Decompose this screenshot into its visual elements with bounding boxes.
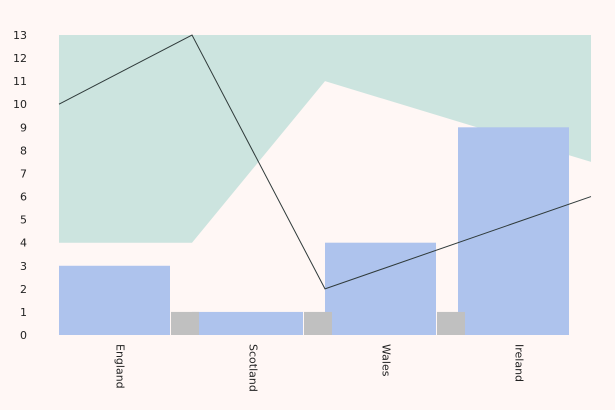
y-tick-label: 12 <box>13 52 27 65</box>
x-tick-label-england: England <box>114 344 127 389</box>
y-tick-label: 11 <box>13 75 27 88</box>
y-tick-label: 3 <box>20 260 27 273</box>
y-tick-label: 7 <box>20 167 27 180</box>
bar-ireland <box>458 127 569 335</box>
y-tick-label: 9 <box>20 121 27 134</box>
y-tick-label: 8 <box>20 144 27 157</box>
secondary-bar-wales <box>437 312 465 335</box>
x-tick-label-ireland: Ireland <box>513 344 526 382</box>
y-tick-label: 13 <box>13 29 27 42</box>
secondary-bar-scotland <box>304 312 332 335</box>
bar-england <box>59 266 170 335</box>
x-axis-tick-labels: England Scotland Wales Ireland <box>114 344 526 392</box>
y-tick-label: 6 <box>20 191 27 204</box>
y-tick-label: 5 <box>20 214 27 227</box>
y-tick-label: 1 <box>20 306 27 319</box>
x-tick-label-wales: Wales <box>380 344 393 377</box>
bar-scotland <box>192 312 303 335</box>
y-tick-label: 4 <box>20 237 27 250</box>
x-tick-label-scotland: Scotland <box>247 344 260 392</box>
secondary-bar-england <box>171 312 199 335</box>
y-tick-label: 0 <box>20 329 27 342</box>
y-tick-label: 10 <box>13 98 27 111</box>
y-tick-label: 2 <box>20 283 27 296</box>
